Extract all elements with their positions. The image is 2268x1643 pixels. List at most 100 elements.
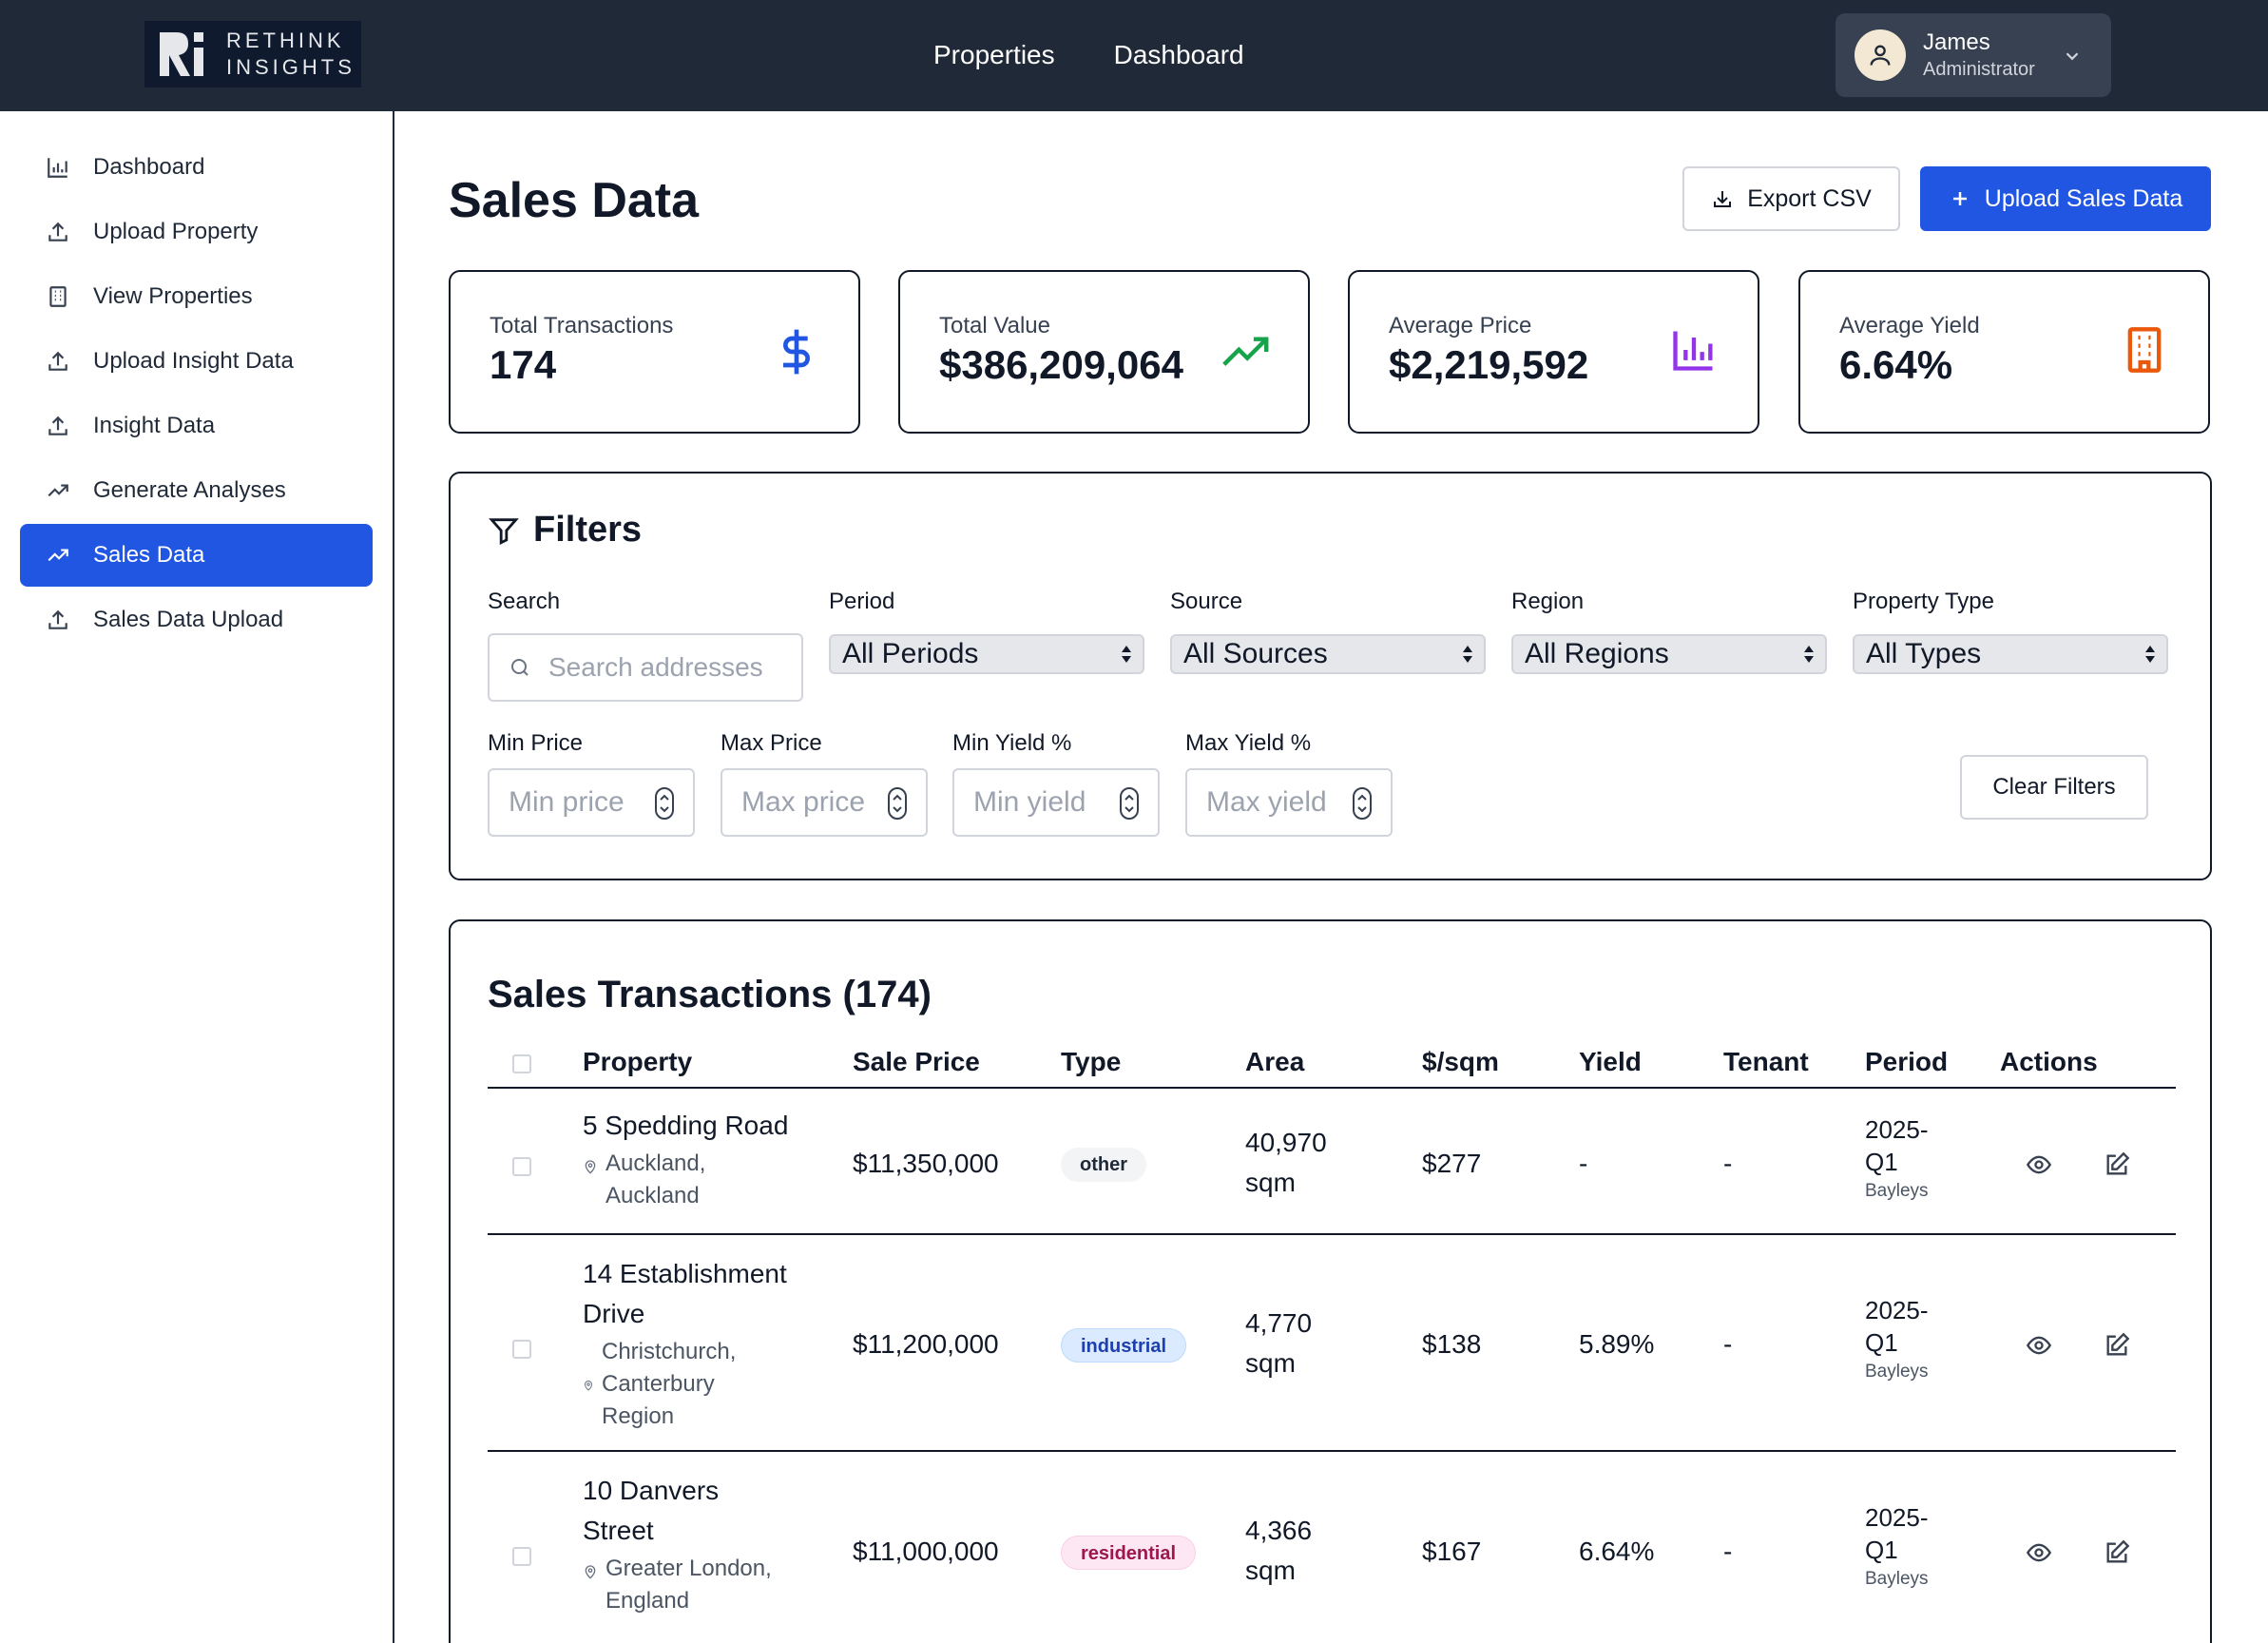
property-address[interactable]: 5 Spedding Road [583,1111,789,1140]
column-header-area[interactable]: Area [1245,1047,1305,1076]
building-icon [49,286,67,307]
stat-card-total-value: Total Value $386,209,064 [898,270,1310,434]
edit-icon[interactable] [2104,1332,2130,1359]
dollar-icon [783,329,810,375]
property-type-label: Property Type [1853,589,1994,614]
min-price-input[interactable]: Min price [488,768,695,837]
number-stepper-icon[interactable] [1353,787,1372,820]
table-row[interactable]: 10 Danvers Street Greater London, England… [488,1452,2176,1643]
max-yield-label: Max Yield % [1185,730,1312,756]
table-row[interactable]: 5 Spedding Road Auckland, Auckland $11,35… [488,1091,2176,1235]
sidebar-item-sales-data-upload[interactable]: Sales Data Upload [20,589,373,651]
number-stepper-icon[interactable] [655,787,674,820]
brand-line-1: RETHINK [226,29,345,52]
number-stepper-icon[interactable] [888,787,907,820]
upload-icon [48,351,67,371]
upload-icon [48,222,67,242]
property-address[interactable]: 10 Danvers [583,1476,720,1505]
sidebar-item-dashboard[interactable]: Dashboard [20,136,373,199]
clear-filters-button[interactable]: Clear Filters [1960,755,2148,820]
table-row[interactable]: 14 Establishment Drive Christchurch, Cant… [488,1235,2176,1452]
period-value: 2025- [1865,1296,1929,1324]
sidebar-item-upload-insight-data[interactable]: Upload Insight Data [20,330,373,393]
number-stepper-icon[interactable] [1120,787,1139,820]
brand-logo[interactable]: RETHINK INSIGHTS [144,21,361,87]
top-bar: RETHINK INSIGHTS Properties Dashboard Ja… [0,0,2268,111]
column-header-price-per-sqm[interactable]: $/sqm [1422,1047,1499,1076]
max-yield-input[interactable]: Max yield [1185,768,1393,837]
stat-label: Total Value [939,313,1050,338]
yield-value: 5.89% [1579,1329,1655,1359]
logo-mark-icon [152,25,211,84]
sale-price: $11,000,000 [853,1537,999,1566]
source-label: Source [1170,589,1243,614]
row-checkbox[interactable] [512,1340,531,1359]
main-nav: Properties Dashboard [933,34,1244,76]
export-csv-button[interactable]: Export CSV [1682,166,1900,231]
search-icon [511,659,529,676]
source-value: Bayleys [1865,1362,1929,1382]
sidebar-item-label: Upload Property [93,219,259,244]
sidebar-item-view-properties[interactable]: View Properties [20,265,373,328]
type-badge: industrial [1061,1328,1187,1363]
property-address[interactable]: 14 Establishment [583,1259,787,1288]
column-header-period[interactable]: Period [1865,1047,1949,1076]
select-all-checkbox[interactable] [512,1054,531,1073]
source-value: Bayleys [1865,1569,1929,1589]
column-header-type[interactable]: Type [1061,1047,1122,1076]
property-address[interactable]: Drive [583,1299,645,1328]
view-eye-icon[interactable] [2026,1539,2052,1566]
region-select[interactable]: All Regions [1511,634,1827,674]
sidebar-item-label: Dashboard [93,154,205,180]
row-checkbox[interactable] [512,1157,531,1176]
nav-dashboard[interactable]: Dashboard [1113,40,1244,69]
max-price-input[interactable]: Max price [721,768,928,837]
sidebar-item-upload-property[interactable]: Upload Property [20,201,373,263]
column-header-tenant[interactable]: Tenant [1723,1047,1809,1076]
stat-card-average-price: Average Price $2,219,592 [1348,270,1759,434]
sales-transactions-panel: Sales Transactions (174) Property Sale P… [449,919,2212,1643]
property-type-select-value: All Types [1866,638,1982,669]
tenant-value: - [1723,1149,1733,1178]
column-header-property[interactable]: Property [583,1047,693,1076]
sidebar: Dashboard Upload Property View Propertie… [0,111,394,1643]
edit-icon[interactable] [2104,1151,2130,1178]
sidebar-item-label: Generate Analyses [93,477,286,503]
edit-icon[interactable] [2104,1539,2130,1566]
tenant-value: - [1723,1329,1733,1359]
source-select[interactable]: All Sources [1170,634,1486,674]
source-value: Bayleys [1865,1181,1929,1201]
sidebar-item-insight-data[interactable]: Insight Data [20,395,373,457]
view-eye-icon[interactable] [2026,1332,2052,1359]
map-pin-icon [585,1160,596,1174]
upload-icon [48,609,67,629]
area-value: 4,770 [1245,1308,1313,1338]
user-menu[interactable]: James Administrator [1836,13,2111,97]
filters-panel: Filters Search Search addresses Period A… [449,472,2212,880]
avatar [1855,29,1906,81]
row-checkbox[interactable] [512,1547,531,1566]
nav-properties[interactable]: Properties [933,40,1055,69]
price-per-sqm: $277 [1422,1149,1482,1178]
period-select[interactable]: All Periods [829,634,1144,674]
sidebar-item-generate-analyses[interactable]: Generate Analyses [20,459,373,522]
view-eye-icon[interactable] [2026,1151,2052,1178]
location-line: Region [602,1403,675,1429]
column-header-yield[interactable]: Yield [1579,1047,1642,1076]
area-value: 40,970 [1245,1128,1327,1157]
period-label: Period [829,589,895,614]
search-input[interactable]: Search addresses [488,633,803,702]
upload-sales-data-button[interactable]: Upload Sales Data [1920,166,2211,231]
sidebar-item-label: View Properties [93,283,253,309]
user-role: Administrator [1923,59,2035,80]
sale-price: $11,200,000 [853,1329,999,1359]
min-yield-input[interactable]: Min yield [952,768,1160,837]
map-pin-icon [585,1565,596,1579]
sales-transactions-title: Sales Transactions (174) [488,974,932,1015]
select-arrows-icon [1804,646,1814,663]
area-value: 4,366 [1245,1516,1313,1545]
property-type-select[interactable]: All Types [1853,634,2168,674]
property-address[interactable]: Street [583,1516,654,1545]
column-header-sale-price[interactable]: Sale Price [853,1047,980,1076]
sidebar-item-sales-data[interactable]: Sales Data [20,524,373,587]
